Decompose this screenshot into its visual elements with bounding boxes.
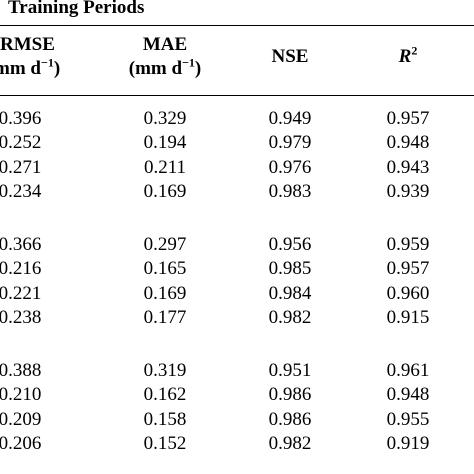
table-cell: 0.221 — [0, 282, 42, 304]
table-cell: 0.271 — [0, 156, 42, 178]
header-rmse-name: RMSE — [0, 34, 55, 55]
table-cell: 0.985 — [268, 258, 312, 280]
table-cell: 0.216 — [0, 258, 42, 280]
header-mae-exp: −1 — [182, 55, 195, 70]
section-title: Training Periods — [8, 0, 145, 18]
table-cell: 0.956 — [268, 234, 312, 255]
table-cell: 0.943 — [386, 156, 430, 178]
table-cell: 0.986 — [268, 408, 312, 430]
header-r2-exp: 2 — [411, 43, 418, 58]
table-cell: 0.919 — [386, 432, 430, 454]
header-mae-name: MAE — [142, 34, 188, 55]
header-nse: NSE — [250, 45, 330, 69]
table-cell: 0.152 — [143, 432, 187, 454]
table-cell: 0.366 — [0, 234, 42, 255]
table-cell: 0.983 — [268, 180, 312, 202]
table-cell: 0.948 — [386, 384, 430, 406]
table-cell: 0.388 — [0, 360, 42, 381]
table-cell: 0.169 — [143, 180, 187, 202]
table-cell: 0.957 — [386, 258, 430, 280]
header-mae-unit: (mm d — [128, 58, 183, 79]
table-cell: 0.951 — [268, 360, 312, 381]
table-cell: 0.210 — [0, 384, 42, 406]
table-cell: 0.961 — [386, 360, 430, 381]
header-rmse-exp: −1 — [40, 55, 54, 70]
table-cell: 0.979 — [268, 132, 312, 154]
table-cell: 0.960 — [386, 282, 430, 304]
header-rmse-unit-close: ) — [53, 58, 61, 79]
table-cell: 0.957 — [386, 108, 430, 129]
table-cell: 0.206 — [0, 432, 42, 454]
table-cell: 0.939 — [386, 180, 430, 202]
header-nse-name: NSE — [271, 46, 309, 67]
table-cell: 0.986 — [268, 384, 312, 406]
header-rmse-unit: mm d — [0, 58, 41, 79]
table-cell: 0.162 — [143, 384, 187, 406]
table-cell: 0.234 — [0, 180, 42, 202]
table-cell: 0.915 — [386, 306, 430, 328]
header-rule — [0, 95, 474, 96]
header-mae-unit-close: ) — [194, 58, 202, 79]
table-cell: 0.959 — [386, 234, 430, 255]
table-cell: 0.982 — [268, 432, 312, 454]
header-r2-name: R — [398, 46, 412, 67]
table-cell: 0.165 — [143, 258, 187, 280]
table-cell: 0.158 — [143, 408, 187, 430]
header-mae: MAE (mm d−1) — [110, 33, 220, 81]
table-cell: 0.297 — [143, 234, 187, 255]
table-cell: 0.211 — [143, 156, 187, 178]
header-r2: R2 — [368, 45, 448, 69]
table-cell: 0.252 — [0, 132, 42, 154]
table-cell: 0.209 — [0, 408, 42, 430]
table-cell: 0.329 — [143, 108, 187, 129]
table-cell: 0.169 — [143, 282, 187, 304]
table-cell: 0.984 — [268, 282, 312, 304]
header-rmse: RMSE mm d−1) — [0, 33, 70, 81]
table-cell: 0.238 — [0, 306, 42, 328]
table-cell: 0.177 — [143, 306, 187, 328]
top-rule — [0, 25, 474, 26]
table-cell: 0.949 — [268, 108, 312, 129]
table-cell: 0.955 — [386, 408, 430, 430]
table-cell: 0.976 — [268, 156, 312, 178]
table-cell: 0.194 — [143, 132, 187, 154]
table-cell: 0.948 — [386, 132, 430, 154]
table-cell: 0.982 — [268, 306, 312, 328]
table-cell: 0.396 — [0, 108, 42, 129]
table-cell: 0.319 — [143, 360, 187, 381]
